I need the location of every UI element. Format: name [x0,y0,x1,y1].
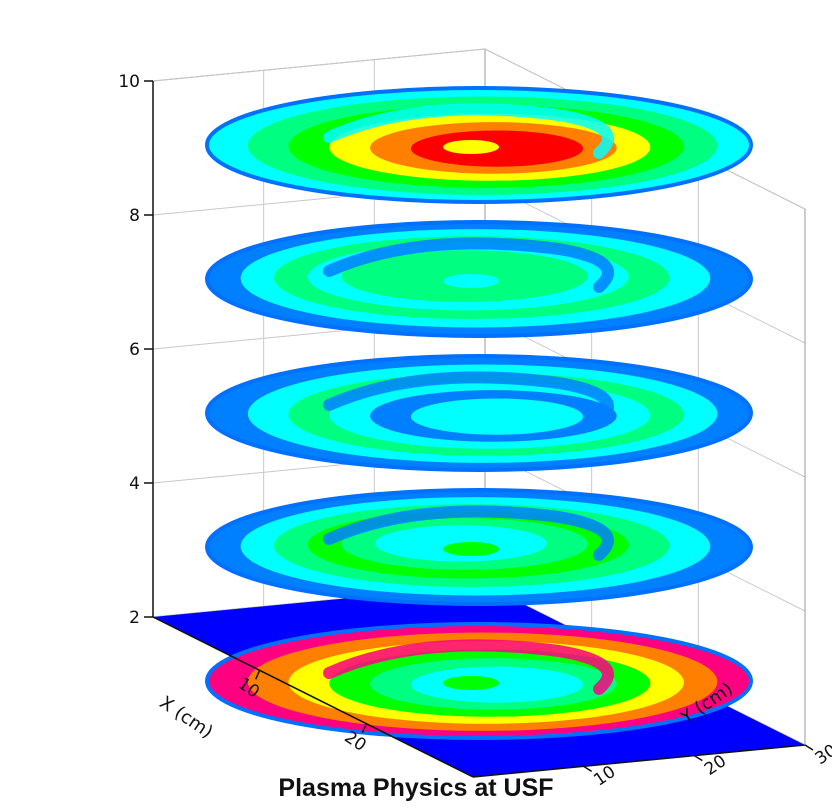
slice-z-2 [153,585,805,777]
z-tick-label: 4 [129,474,140,494]
spiral-arm [323,639,614,695]
x-axis-line [152,616,474,778]
y-tick [583,765,593,772]
center-spot [443,140,499,154]
slice-z-4 [205,488,753,606]
slice-rim [205,488,753,606]
slices-layer [153,86,805,777]
slice-z-8 [205,220,753,338]
z-tick-label: 10 [118,72,140,92]
y-tick [804,744,814,751]
center-spot [443,274,499,288]
chart-title: Plasma Physics at USF [278,774,554,802]
slice-rim [205,86,753,204]
slice-rim [205,220,753,338]
slice-z-6 [205,354,753,472]
slice-rim [205,622,753,740]
center-spot [443,676,499,690]
y-axis-line [472,744,806,778]
spiral-arm [323,237,614,293]
y-tick [693,755,703,762]
x-tick [254,670,261,680]
center-spot [443,542,499,556]
slice-rim [205,354,753,472]
z-tick-label: 8 [129,206,140,226]
slice-z-10 [205,86,753,204]
center-spot [443,408,499,422]
spiral-arm [323,371,614,427]
x-tick [361,723,368,733]
spiral-arm [323,505,614,561]
z-tick-label: 6 [129,340,140,360]
x-axis-title: X (cm) [156,692,217,743]
y-tick-label: 30 [812,741,832,770]
z-tick-label: 2 [129,608,140,628]
spiral-arm [323,103,614,159]
